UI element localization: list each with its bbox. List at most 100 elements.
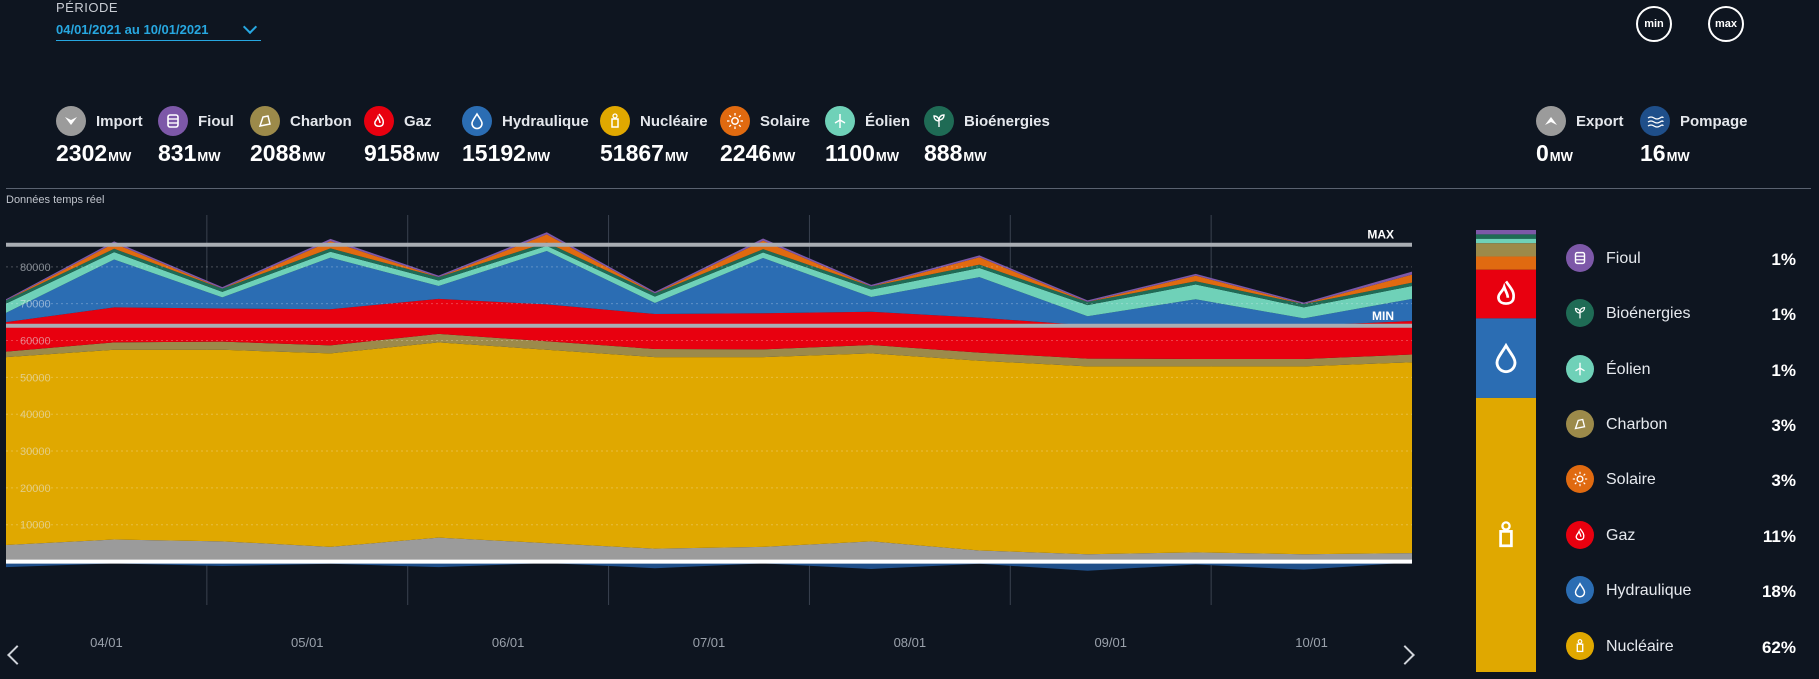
source-number: 15192 xyxy=(462,140,526,166)
mix-bar-segment xyxy=(1476,234,1536,239)
export-name: Pompage xyxy=(1680,113,1748,130)
source-name: Hydraulique xyxy=(502,113,589,130)
source-name: Fioul xyxy=(198,113,234,130)
coal-icon xyxy=(1566,410,1594,438)
source-unit: MW xyxy=(302,149,326,164)
min-button[interactable]: min xyxy=(1636,6,1672,42)
source-unit: MW xyxy=(772,149,796,164)
ref-label-max: MAX xyxy=(1367,228,1394,242)
sun-icon xyxy=(720,106,750,136)
barrel-icon xyxy=(158,106,188,136)
water-drop-icon xyxy=(1495,342,1517,374)
x-tick-label: 06/01 xyxy=(492,635,525,650)
source-value: 831MW xyxy=(158,140,220,167)
source-value: 2302MW xyxy=(56,140,131,167)
x-tick-label: 05/01 xyxy=(291,635,324,650)
max-button[interactable]: max xyxy=(1708,6,1744,42)
series-area-gaz xyxy=(6,298,1412,359)
realtime-label: Données temps réel xyxy=(6,194,105,206)
source-value: 1100MW xyxy=(825,140,899,167)
source-value: 2088MW xyxy=(250,140,325,167)
mix-bar-segment xyxy=(1476,318,1536,398)
flame-icon xyxy=(1566,521,1594,549)
source-number: 9158 xyxy=(364,140,416,166)
mix-legend-pct: 1% xyxy=(1771,250,1796,269)
mix-legend-item: Hydraulique 18% xyxy=(1566,574,1796,608)
source-value: 51867MW xyxy=(600,140,688,167)
source-number: 1100 xyxy=(825,140,875,166)
chevron-down-icon xyxy=(242,19,258,34)
period-select[interactable]: 04/01/2021 au 10/01/2021 xyxy=(56,18,261,41)
mix-bar-segment xyxy=(1476,243,1536,257)
export-value: 16MW xyxy=(1640,140,1690,167)
x-tick-label: 10/01 xyxy=(1295,635,1328,650)
mix-legend-item: Solaire 3% xyxy=(1566,463,1796,497)
x-tick-label: 04/01 xyxy=(90,635,123,650)
export-name: Export xyxy=(1576,113,1624,130)
series-area-import xyxy=(6,537,1412,562)
export-unit: MW xyxy=(1666,149,1690,164)
mix-legend-item: Bioénergies 1% xyxy=(1566,297,1796,331)
period-label: PÉRIODE xyxy=(56,0,119,15)
wind-turbine-icon xyxy=(1566,355,1594,383)
water-drop-icon xyxy=(462,106,492,136)
mix-legend-pct: 3% xyxy=(1771,416,1796,435)
source-name: Gaz xyxy=(404,113,432,130)
mix-legend-item: Nucléaire 62% xyxy=(1566,630,1796,664)
nuclear-plant-icon xyxy=(600,106,630,136)
import-arrow-icon xyxy=(56,106,86,136)
wind-turbine-icon xyxy=(825,106,855,136)
y-tick-label: 10000 xyxy=(20,520,51,532)
source-number: 51867 xyxy=(600,140,664,166)
mix-legend-pct: 1% xyxy=(1771,305,1796,324)
source-name: Solaire xyxy=(760,113,811,130)
source-unit: MW xyxy=(875,149,900,164)
coal-icon xyxy=(250,106,280,136)
x-tick-label: 08/01 xyxy=(894,635,927,650)
water-drop-icon xyxy=(1566,576,1594,604)
source-value: 15192MW xyxy=(462,140,550,167)
source-number: 2246 xyxy=(720,140,772,166)
mix-legend-item: Gaz 11% xyxy=(1566,519,1796,553)
source-number: 2088 xyxy=(250,140,302,166)
source-name: Nucléaire xyxy=(640,113,708,130)
mix-legend-pct: 11% xyxy=(1762,527,1796,546)
mix-legend-item: Éolien 1% xyxy=(1566,353,1796,387)
mix-legend-pct: 18% xyxy=(1761,582,1796,601)
export-arrow-icon xyxy=(1536,106,1566,136)
series-area-solaire xyxy=(6,234,1412,305)
mix-legend-name: Fioul xyxy=(1606,250,1641,267)
sprout-icon xyxy=(924,106,954,136)
mix-bar-segment xyxy=(1476,397,1536,672)
sun-icon xyxy=(1566,465,1594,493)
mix-legend-name: Nucléaire xyxy=(1606,638,1674,655)
export-value: 0MW xyxy=(1536,140,1573,167)
x-tick-label: 09/01 xyxy=(1094,635,1127,650)
source-unit: MW xyxy=(526,149,551,164)
mix-legend-name: Hydraulique xyxy=(1606,582,1692,599)
sprout-icon xyxy=(1566,299,1594,327)
mix-stacked-bar xyxy=(1476,230,1536,672)
nuclear-plant-icon xyxy=(1566,632,1594,660)
period-value: 04/01/2021 au 10/01/2021 xyxy=(56,21,209,37)
production-chart[interactable]: 04/01 05/01 06/01 07/01 08/01 09/01 10/01 10000… xyxy=(0,210,1420,670)
series-area-bioénergies xyxy=(6,242,1412,308)
mix-legend-name: Bioénergies xyxy=(1606,305,1691,322)
mix-legend-name: Gaz xyxy=(1606,527,1636,544)
y-tick-label: 60000 xyxy=(20,336,51,348)
waves-icon xyxy=(1640,106,1670,136)
source-unit: MW xyxy=(664,149,689,164)
ref-label-min: MIN xyxy=(1372,309,1394,323)
y-tick-label: 80000 xyxy=(20,262,51,274)
series-area-nucléaire xyxy=(6,342,1412,555)
mix-bar-segment xyxy=(1476,256,1536,270)
source-value: 9158MW xyxy=(364,140,439,167)
y-tick-label: 50000 xyxy=(20,372,51,384)
source-unit: MW xyxy=(108,149,132,164)
mix-bar-segment xyxy=(1476,238,1536,244)
series-area-pompage xyxy=(6,561,1412,571)
source-unit: MW xyxy=(963,149,987,164)
source-number: 2302 xyxy=(56,140,108,166)
divider xyxy=(6,188,1811,189)
mix-legend-item: Charbon 3% xyxy=(1566,408,1796,442)
